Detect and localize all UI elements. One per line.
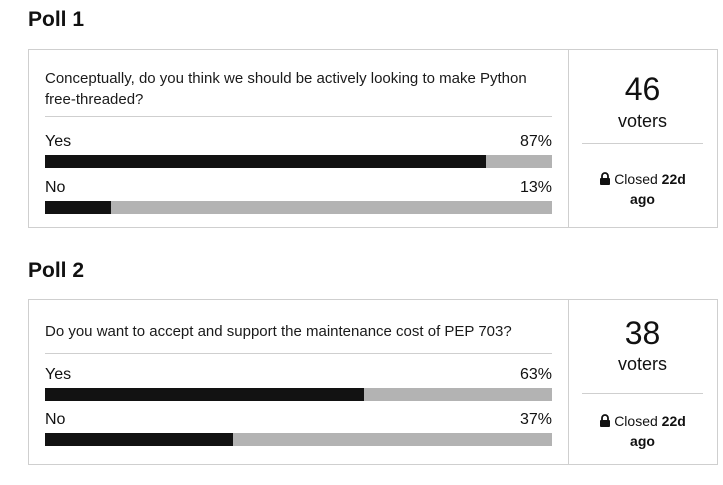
poll-2-summary: 38 voters Closed 22d ago: [568, 300, 717, 464]
option-bar-track: [45, 155, 552, 168]
poll-1-title: Poll 1: [28, 8, 85, 31]
lock-icon: [599, 172, 611, 185]
poll-2-option-no: No 37%: [45, 411, 552, 455]
status-suffix: ago: [630, 191, 655, 207]
poll-1-question: Conceptually, do you think we should be …: [45, 70, 527, 108]
summary-divider: [582, 393, 703, 394]
voters-count: 46: [624, 71, 661, 107]
option-bar-track: [45, 388, 552, 401]
summary-divider: [582, 143, 703, 144]
poll-1-divider: [45, 116, 552, 117]
option-label: Yes: [45, 366, 72, 383]
poll-2-divider: [45, 353, 552, 354]
option-label: No: [45, 411, 66, 428]
poll-2-title: Poll 2: [28, 259, 85, 282]
poll-status: Closed 22d ago: [568, 411, 717, 451]
option-percent: 87%: [519, 133, 552, 150]
voters-label: voters: [617, 354, 668, 374]
option-percent: 63%: [519, 366, 552, 383]
status-time: 22d: [661, 413, 686, 429]
option-percent: 37%: [519, 411, 552, 428]
poll-2-option-yes: Yes 63%: [45, 366, 552, 410]
status-prefix: Closed: [614, 413, 658, 429]
lock-icon: [599, 414, 611, 427]
option-percent: 13%: [519, 179, 552, 196]
option-bar-track: [45, 201, 552, 214]
poll-2-question: Do you want to accept and support the ma…: [45, 323, 512, 340]
poll-1-option-yes: Yes 87%: [45, 133, 552, 177]
status-suffix: ago: [630, 433, 655, 449]
option-label: Yes: [45, 133, 72, 150]
poll-2-options: Do you want to accept and support the ma…: [29, 300, 569, 464]
option-bar-fill: [45, 201, 111, 214]
poll-1: Conceptually, do you think we should be …: [28, 49, 718, 228]
poll-1-options: Conceptually, do you think we should be …: [29, 50, 569, 227]
voters-count: 38: [624, 315, 661, 351]
status-time: 22d: [661, 171, 686, 187]
poll-2: Do you want to accept and support the ma…: [28, 299, 718, 465]
option-bar-fill: [45, 388, 365, 401]
option-label: No: [45, 179, 66, 196]
status-prefix: Closed: [614, 171, 658, 187]
poll-1-summary: 46 voters Closed 22d ago: [568, 50, 717, 227]
option-bar-fill: [45, 155, 487, 168]
option-bar-track: [45, 433, 552, 446]
poll-status: Closed 22d ago: [568, 169, 717, 209]
poll-1-option-no: No 13%: [45, 179, 552, 223]
option-bar-fill: [45, 433, 233, 446]
voters-label: voters: [617, 111, 668, 131]
